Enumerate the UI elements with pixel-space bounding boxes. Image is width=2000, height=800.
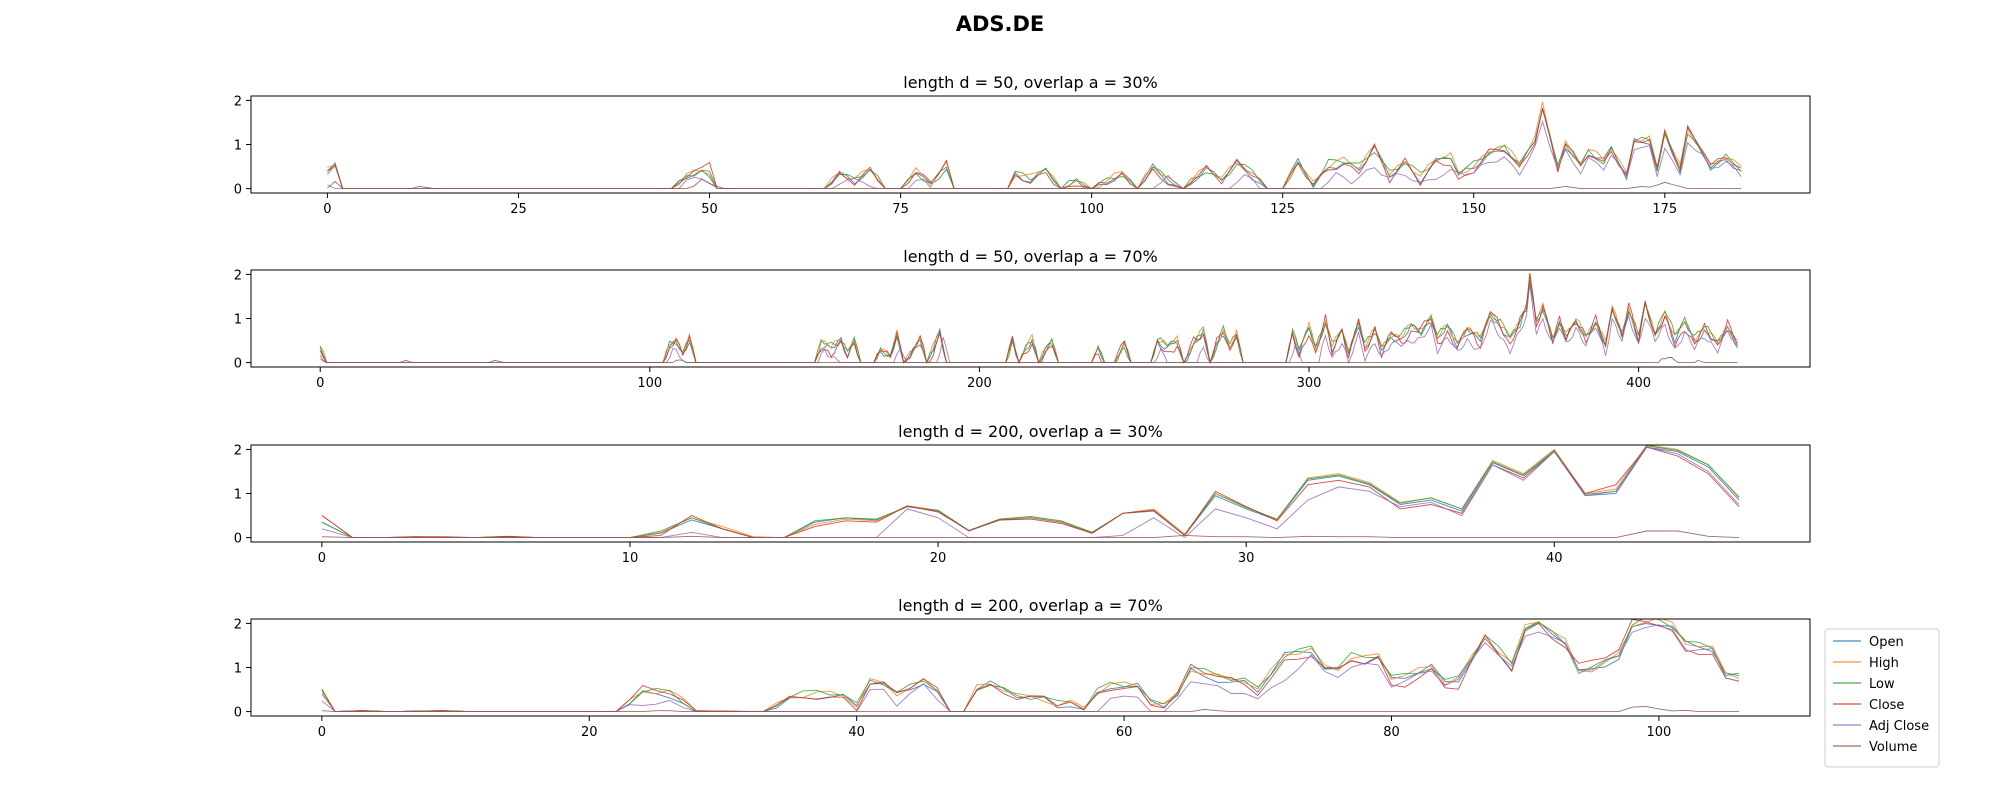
y-tick-label: 0	[234, 357, 242, 372]
x-tick-label: 150	[1461, 202, 1486, 217]
x-tick-label: 80	[1383, 725, 1400, 740]
series-line-high	[327, 101, 1742, 190]
legend-label: Volume	[1869, 740, 1917, 755]
series-line-high	[319, 272, 1738, 365]
x-tick-label: 0	[316, 376, 324, 391]
legend-label: Low	[1869, 677, 1895, 692]
legend-item-close: Close	[1833, 698, 1904, 713]
x-tick-label: 25	[510, 202, 527, 217]
panels: length d = 50, overlap a = 30%0 25 50 75 100…	[234, 73, 1811, 740]
series-line-low	[327, 107, 1742, 190]
series-line-volume	[327, 178, 1742, 190]
series-line-high	[321, 619, 1740, 713]
panel-4: length d = 200, overlap a = 70%0 20 40 60 80…	[234, 596, 1811, 740]
legend-label: Adj Close	[1869, 719, 1929, 734]
legend-label: High	[1869, 656, 1899, 671]
x-tick-label: 300	[1297, 376, 1322, 391]
subplot-title: length d = 200, overlap a = 30%	[898, 422, 1163, 441]
y-tick-label: 0	[234, 706, 242, 721]
panel-3: length d = 200, overlap a = 30%0 10 20 30 40…	[234, 422, 1811, 566]
y-tick-label: 2	[234, 443, 242, 458]
x-tick-label: 20	[930, 551, 947, 566]
subplot-title: length d = 200, overlap a = 70%	[898, 596, 1163, 615]
legend: Open High Low Close Adj Close Volume	[1824, 628, 1940, 768]
series-line-adj-close	[321, 446, 1740, 539]
x-tick-label: 0	[318, 725, 326, 740]
series-line-close	[321, 446, 1740, 539]
x-tick-label: 10	[622, 551, 639, 566]
y-tick-label: 1	[234, 488, 242, 503]
series-line-close	[321, 619, 1740, 713]
series-line-high	[321, 445, 1740, 539]
x-tick-label: 200	[967, 376, 992, 391]
series-line-adj-close	[321, 624, 1740, 713]
y-tick-label: 2	[234, 268, 242, 283]
axes-frame	[250, 444, 1811, 543]
legend-item-low: Low	[1833, 677, 1895, 692]
series-group	[319, 272, 1738, 365]
y-tick-label: 0	[234, 532, 242, 547]
x-tick-label: 100	[1079, 202, 1104, 217]
axes-frame	[250, 95, 1811, 194]
series-line-volume	[319, 355, 1738, 364]
y-tick-label: 1	[234, 662, 242, 677]
legend-item-adj-close: Adj Close	[1833, 719, 1929, 734]
panel-1: length d = 50, overlap a = 30% 0 25 50 75 100…	[234, 73, 1811, 217]
x-tick-label: 75	[892, 202, 909, 217]
series-line-low	[321, 619, 1740, 713]
legend-label: Close	[1869, 698, 1904, 713]
x-tick-label: 60	[1116, 725, 1133, 740]
panel-2: length d = 50, overlap a = 70% 0 100 200 300…	[234, 247, 1811, 391]
series-line-close	[319, 273, 1738, 365]
legend-box	[1824, 628, 1940, 768]
series-line-open	[321, 621, 1740, 713]
y-tick-label: 2	[234, 617, 242, 632]
legend-label: Open	[1869, 635, 1904, 650]
x-tick-label: 30	[1238, 551, 1255, 566]
x-tick-label: 100	[637, 376, 662, 391]
y-tick-label: 1	[234, 139, 242, 154]
series-line-volume	[321, 705, 1740, 713]
x-tick-label: 0	[323, 202, 331, 217]
series-line-open	[321, 446, 1740, 539]
x-tick-label: 40	[848, 725, 865, 740]
series-group	[321, 619, 1740, 713]
series-line-adj-close	[327, 119, 1742, 190]
legend-item-open: Open	[1833, 635, 1904, 650]
x-tick-label: 175	[1652, 202, 1677, 217]
x-tick-label: 0	[318, 551, 326, 566]
series-line-low	[321, 445, 1740, 539]
x-tick-label: 125	[1270, 202, 1295, 217]
y-tick-label: 2	[234, 94, 242, 109]
series-group	[327, 101, 1742, 190]
subplot-title: length d = 50, overlap a = 30%	[903, 73, 1157, 92]
x-tick-label: 400	[1626, 376, 1651, 391]
subplot-title: length d = 50, overlap a = 70%	[903, 247, 1157, 266]
x-tick-label: 40	[1546, 551, 1563, 566]
series-line-volume	[321, 530, 1740, 539]
x-tick-label: 20	[581, 725, 598, 740]
figure-title: ADS.DE	[956, 12, 1045, 36]
x-tick-label: 100	[1646, 725, 1671, 740]
x-tick-label: 50	[701, 202, 718, 217]
series-group	[321, 445, 1740, 539]
legend-item-volume: Volume	[1833, 740, 1917, 755]
legend-item-high: High	[1833, 656, 1899, 671]
y-tick-label: 0	[234, 183, 242, 198]
y-tick-label: 1	[234, 313, 242, 328]
